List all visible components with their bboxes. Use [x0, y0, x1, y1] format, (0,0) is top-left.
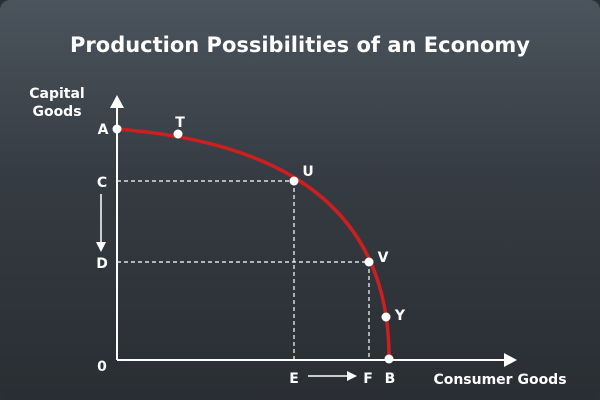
label-u: U	[302, 164, 313, 180]
arrow-e-to-f-head	[347, 371, 357, 381]
point-t	[173, 129, 183, 139]
ppf-curve	[116, 127, 391, 360]
x-axis-arrowhead	[504, 353, 517, 367]
arrow-c-to-d-head	[96, 242, 106, 252]
label-b: B	[385, 371, 396, 387]
y-axis-label-line-1: Capital	[29, 86, 84, 102]
label-f: F	[363, 371, 373, 387]
diagram-title: Production Possibilities of an Economy	[70, 33, 530, 57]
point-a	[112, 124, 122, 134]
y-axis-arrowhead	[110, 95, 124, 108]
point-u	[289, 176, 299, 186]
point-v	[364, 257, 374, 267]
label-e: E	[289, 371, 299, 387]
y-axis-label-line-2: Goods	[32, 104, 81, 120]
label-origin: 0	[97, 359, 107, 375]
label-d: D	[96, 256, 108, 272]
x-axis-label: Consumer Goods	[433, 372, 566, 388]
label-t: T	[175, 115, 185, 131]
label-a: A	[98, 122, 109, 138]
point-y	[381, 312, 391, 322]
label-y: Y	[394, 308, 406, 324]
label-v: V	[378, 250, 389, 266]
point-b	[384, 354, 394, 364]
label-c: C	[97, 175, 107, 191]
